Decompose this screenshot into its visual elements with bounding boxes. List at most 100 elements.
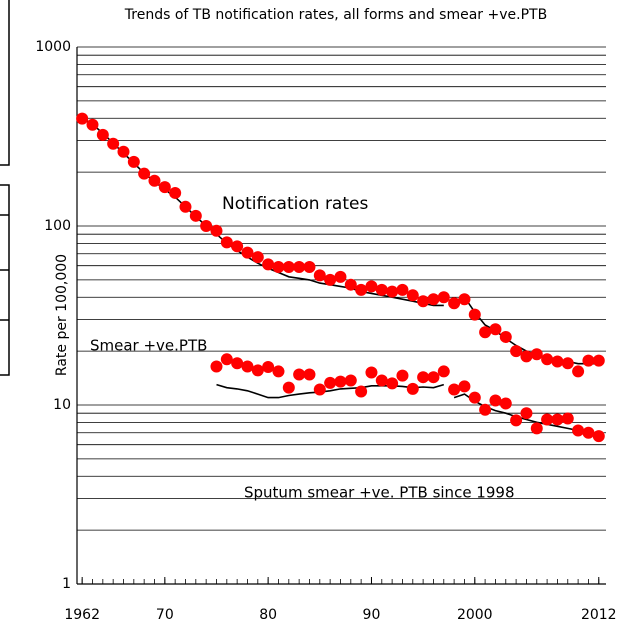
data-point: [375, 374, 388, 387]
data-point: [210, 224, 223, 237]
data-point: [251, 364, 264, 377]
annotation: Notification rates: [222, 194, 368, 214]
data-point: [572, 424, 585, 437]
data-point: [541, 353, 554, 366]
data-point: [561, 412, 574, 425]
data-point: [520, 350, 533, 363]
data-point: [138, 167, 151, 180]
data-point: [96, 128, 109, 141]
data-point: [313, 383, 326, 396]
data-point: [386, 377, 399, 390]
data-point: [179, 200, 192, 213]
data-point: [530, 348, 543, 361]
data-point: [499, 397, 512, 410]
data-point: [231, 357, 244, 370]
data-point: [530, 422, 543, 435]
data-point: [561, 357, 574, 370]
annotation: Sputum smear +ve. PTB since 1998: [244, 484, 514, 502]
data-point: [355, 385, 368, 398]
data-point: [200, 220, 213, 232]
x-tick-label: 80: [259, 607, 277, 623]
data-point: [448, 297, 461, 310]
data-point: [479, 403, 492, 416]
data-point: [582, 426, 595, 439]
data-point: [437, 291, 450, 304]
data-point: [76, 112, 89, 125]
data-point: [541, 413, 554, 426]
data-point: [324, 273, 337, 286]
y-tick-label: 100: [44, 218, 71, 234]
x-tick-label: 70: [156, 607, 174, 623]
data-point: [520, 407, 533, 420]
cropped-boxes: [0, 0, 10, 376]
data-point: [303, 368, 316, 381]
data-point: [417, 371, 430, 384]
data-point: [437, 365, 450, 378]
data-point: [551, 413, 564, 426]
trend-line: [216, 383, 445, 399]
data-point: [572, 365, 585, 378]
data-point: [396, 369, 409, 382]
data-point: [344, 374, 357, 387]
data-point: [355, 283, 368, 296]
x-tick-label: 1962: [64, 607, 100, 623]
data-point: [417, 295, 430, 308]
data-point: [448, 383, 461, 396]
y-tick-label: 1000: [35, 39, 71, 55]
data-point: [510, 414, 523, 427]
data-point: [282, 381, 295, 394]
y-tick-label: 1: [62, 576, 71, 592]
data-point: [551, 355, 564, 368]
data-point: [386, 285, 399, 298]
data-point: [210, 360, 223, 373]
data-point: [231, 240, 244, 253]
data-point: [334, 270, 347, 283]
data-point: [313, 269, 326, 282]
data-point: [458, 380, 471, 393]
data-point: [592, 354, 605, 367]
data-point: [406, 289, 419, 302]
data-point: [458, 293, 471, 306]
data-point: [220, 236, 233, 249]
data-point: [169, 186, 182, 199]
data-point: [158, 181, 171, 194]
y-tick-label: 10: [53, 397, 71, 413]
data-point: [344, 278, 357, 291]
data-point: [262, 258, 275, 271]
data-point: [293, 261, 306, 274]
data-point: [479, 326, 492, 339]
x-tick-label: 90: [363, 607, 381, 623]
data-point: [468, 391, 481, 404]
x-tick-label: 2012: [581, 607, 617, 623]
data-point: [489, 323, 502, 336]
chart-title: Trends of TB notification rates, all for…: [124, 7, 547, 23]
data-point: [293, 368, 306, 381]
data-point: [468, 308, 481, 321]
y-axis-label: Rate per 100,000: [54, 254, 70, 376]
data-point: [86, 118, 99, 131]
data-point: [272, 261, 285, 274]
data-point: [365, 366, 378, 379]
data-point: [324, 376, 337, 389]
data-point: [241, 246, 254, 259]
data-point: [241, 360, 254, 373]
data-point: [592, 430, 605, 443]
data-point: [365, 280, 378, 293]
data-point: [107, 137, 120, 150]
data-point: [334, 375, 347, 388]
data-point: [510, 345, 523, 358]
data-point: [427, 371, 440, 384]
data-point: [117, 145, 130, 158]
data-point: [251, 251, 264, 264]
data-point: [303, 261, 316, 274]
data-point: [427, 293, 440, 306]
data-point: [406, 382, 419, 395]
data-point: [262, 361, 275, 374]
data-point: [489, 394, 502, 407]
annotation: Smear +ve.PTB: [90, 337, 207, 355]
data-point: [499, 330, 512, 343]
data-point: [148, 174, 161, 187]
data-point: [375, 283, 388, 296]
